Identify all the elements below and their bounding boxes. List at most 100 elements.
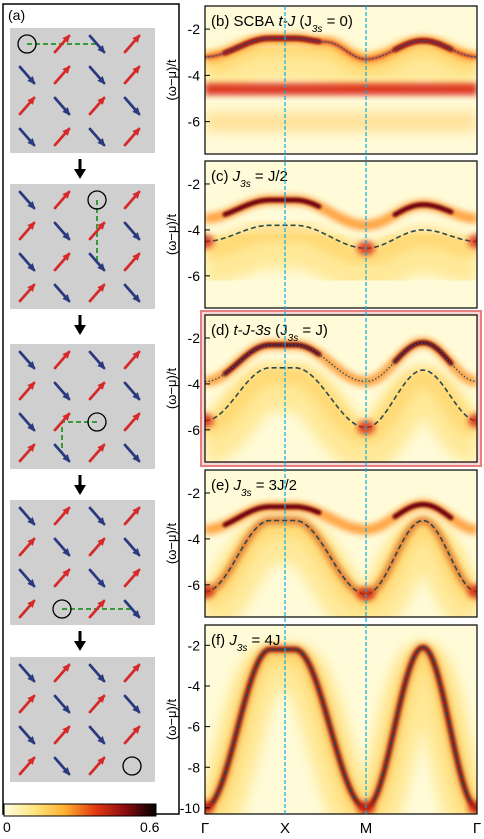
panel-frame — [204, 469, 478, 618]
panel-label: (c) J3s = J/2 — [211, 168, 288, 190]
spin-down-arrow — [18, 127, 36, 147]
spin-up-arrow — [53, 412, 71, 432]
spin-down-arrow — [18, 725, 36, 745]
spin-down-arrow — [18, 663, 36, 683]
spin-down-arrow — [88, 127, 106, 147]
lattice-background — [10, 344, 155, 469]
hole-circle — [87, 412, 107, 432]
spin-down-arrow — [53, 443, 71, 463]
spin-down-arrow — [88, 506, 106, 526]
panel-frame — [204, 160, 478, 309]
y-axis-label: (ω−μ)/t — [164, 523, 179, 565]
spin-lattice-2 — [10, 184, 155, 309]
spin-up-arrow — [123, 663, 141, 683]
x-tick-x: X — [280, 820, 290, 837]
spin-up-arrow — [53, 350, 71, 370]
spin-up-arrow — [18, 599, 36, 619]
spin-down-arrow — [53, 537, 71, 557]
spin-up-arrow — [53, 568, 71, 588]
spin-down-arrow — [123, 221, 141, 241]
y-tick-label: -6 — [188, 719, 201, 735]
spin-down-arrow — [53, 381, 71, 401]
spin-down-arrow — [123, 537, 141, 557]
spin-up-arrow — [53, 663, 71, 683]
spin-down-arrow — [53, 283, 71, 303]
y-tick-label: -10 — [180, 800, 200, 816]
spin-down-arrow — [123, 443, 141, 463]
spin-down-arrow — [53, 96, 71, 116]
spin-up-arrow — [123, 350, 141, 370]
spin-down-arrow — [123, 283, 141, 303]
spin-up-arrow — [88, 537, 106, 557]
spin-down-arrow — [18, 65, 36, 85]
spectral-panel-b: -2 -4 -6 (ω−μ)/t (b) SCBA t-J (J3s = 0) — [164, 5, 478, 155]
spin-up-arrow — [88, 96, 106, 116]
sequence-arrow-down — [74, 631, 86, 651]
spin-up-arrow — [88, 443, 106, 463]
spin-up-arrow — [123, 127, 141, 147]
spin-up-arrow — [88, 283, 106, 303]
spin-down-arrow — [88, 252, 106, 272]
spin-up-arrow — [18, 283, 36, 303]
hole-circle — [52, 599, 72, 619]
y-tick-label: -2 — [188, 485, 201, 501]
spin-down-arrow — [18, 350, 36, 370]
spin-up-arrow — [53, 127, 71, 147]
spin-up-arrow — [88, 381, 106, 401]
spin-lattice-1 — [10, 28, 155, 153]
spin-up-arrow — [18, 756, 36, 776]
spectral-panel-f: -2 -4 -6 -8 -10 (ω−μ)/t (f) J3s = 4J — [164, 624, 478, 816]
spin-down-arrow — [123, 96, 141, 116]
spin-up-arrow — [123, 65, 141, 85]
panel-a-label: (a) — [8, 7, 25, 23]
sequence-arrows — [74, 159, 86, 651]
colorbar-min-label: 0 — [3, 819, 11, 835]
spin-down-arrow — [123, 381, 141, 401]
y-tick-label: -4 — [188, 67, 201, 83]
y-tick-label: -8 — [188, 759, 201, 775]
spin-down-arrow — [88, 350, 106, 370]
spin-up-arrow — [18, 96, 36, 116]
x-tick-m: M — [360, 820, 373, 837]
sequence-arrow-down — [74, 315, 86, 335]
spin-lattice-3 — [10, 344, 155, 469]
spin-down-arrow — [88, 65, 106, 85]
lattice-background — [10, 657, 155, 782]
panel-label: (b) SCBA t-J (J3s = 0) — [211, 13, 353, 35]
spin-down-arrow — [18, 506, 36, 526]
dashed-dispersion-line — [205, 519, 477, 595]
colorbar — [3, 803, 157, 817]
x-tick-gamma-right: Γ — [473, 820, 481, 837]
spin-up-arrow — [53, 65, 71, 85]
dashed-dispersion-line — [205, 367, 477, 429]
spin-lattice-4 — [10, 500, 155, 625]
colorbar-max-label: 0.6 — [140, 819, 160, 835]
sequence-arrow-down — [74, 159, 86, 179]
y-tick-label: -6 — [188, 422, 201, 438]
spin-lattice-sequence — [10, 28, 155, 782]
spin-up-arrow — [123, 568, 141, 588]
y-tick-label: -2 — [188, 21, 201, 37]
spin-up-arrow — [18, 221, 36, 241]
spin-down-arrow — [88, 568, 106, 588]
spin-up-arrow — [123, 34, 141, 54]
spin-up-arrow — [123, 412, 141, 432]
spin-up-arrow — [88, 599, 106, 619]
panel-frame — [204, 624, 478, 815]
y-tick-label: -6 — [188, 577, 201, 593]
spin-up-arrow — [53, 506, 71, 526]
spin-up-arrow — [18, 381, 36, 401]
y-tick-label: -2 — [188, 637, 201, 653]
spin-up-arrow — [88, 694, 106, 714]
spin-up-arrow — [123, 252, 141, 272]
spin-down-arrow — [88, 34, 106, 54]
y-tick-label: -4 — [188, 531, 201, 547]
spin-lattice-5 — [10, 657, 155, 782]
dotted-dispersion-line — [205, 341, 477, 383]
y-axis-label: (ω−μ)/t — [164, 368, 179, 410]
lattice-background — [10, 184, 155, 309]
panel-frame — [204, 5, 478, 155]
spin-up-arrow — [53, 190, 71, 210]
spin-down-arrow — [123, 599, 141, 619]
